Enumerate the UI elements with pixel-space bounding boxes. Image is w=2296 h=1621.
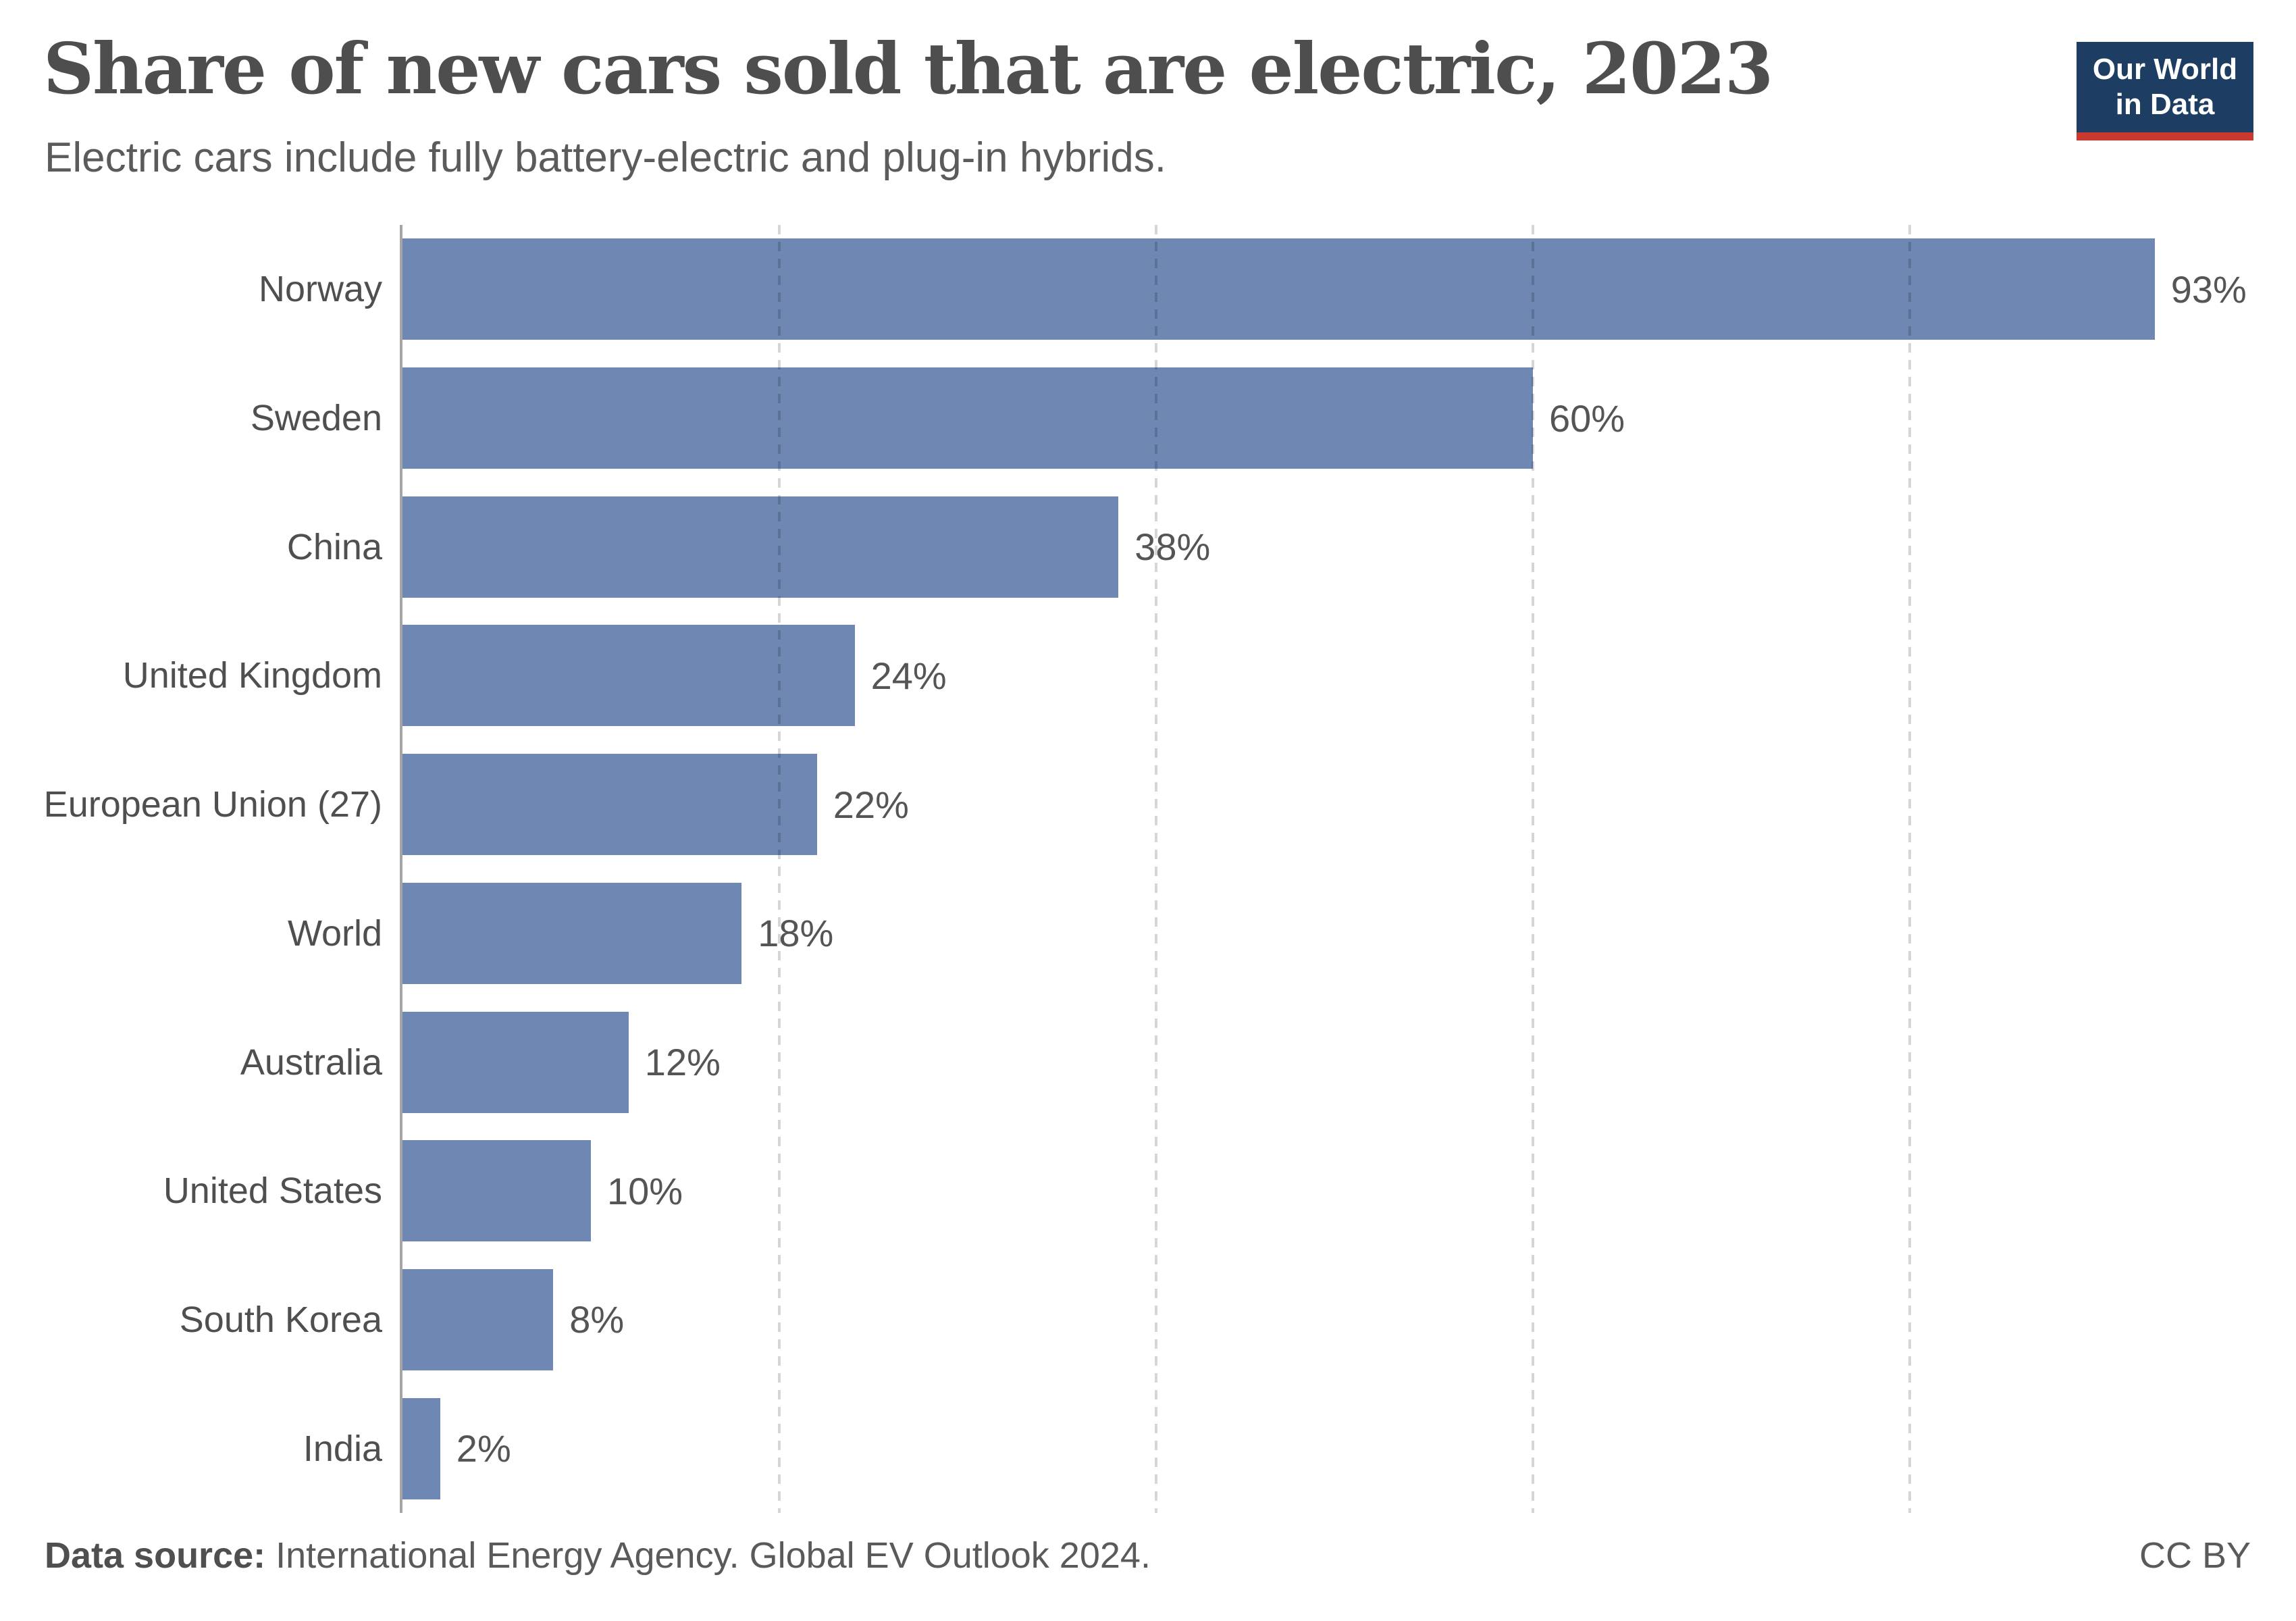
data-source-note: Data source: International Energy Agency… (45, 1535, 1151, 1576)
category-axis-labels: Norway Sweden China United Kingdom European … (0, 225, 382, 1513)
category-label-world: World (287, 912, 382, 954)
gridline-60pct (1532, 225, 1534, 1513)
bar-row-united-states: 10% (402, 1127, 2287, 1256)
gridline-20pct (778, 225, 781, 1513)
value-label-sweden: 60% (1549, 396, 1625, 440)
owid-logo-line1: Our World (2092, 53, 2238, 86)
bar-china[interactable] (402, 496, 1119, 598)
bar-row-sweden: 60% (402, 354, 2287, 483)
gridline-80pct (1908, 225, 1911, 1513)
bar-south-korea[interactable] (402, 1268, 554, 1370)
chart-subtitle: Electric cars include fully battery-elec… (45, 134, 1166, 181)
chart-footer: Data source: International Energy Agency… (45, 1535, 2251, 1576)
bar-european-union-27[interactable] (402, 754, 817, 856)
bar-row-united-kingdom: 24% (402, 611, 2287, 740)
bar-norway[interactable] (402, 238, 2155, 340)
owid-logo[interactable]: Our World in Data (2077, 42, 2253, 140)
category-label-united-states: United States (163, 1170, 382, 1212)
category-label-european-union-27: European Union (27) (43, 784, 382, 825)
bar-rows: 93% 60% 38% 24% 22% 18% 12% 10% 8% 2% (402, 225, 2287, 1513)
value-label-norway: 93% (2170, 267, 2247, 311)
data-source-label: Data source: (45, 1535, 266, 1576)
bar-row-india: 2% (402, 1384, 2287, 1513)
category-label-sweden: Sweden (250, 398, 382, 439)
bar-row-european-union-27: 22% (402, 740, 2287, 869)
category-label-australia: Australia (240, 1041, 382, 1083)
data-source-text: International Energy Agency. Global EV O… (265, 1535, 1151, 1576)
bar-row-south-korea: 8% (402, 1256, 2287, 1385)
category-label-china: China (286, 526, 382, 567)
bar-row-australia: 12% (402, 998, 2287, 1127)
bar-united-states[interactable] (402, 1140, 591, 1242)
value-label-european-union-27: 22% (833, 783, 909, 826)
bar-world[interactable] (402, 882, 742, 984)
plot-area: 93% 60% 38% 24% 22% 18% 12% 10% 8% 2% (400, 225, 2287, 1513)
owid-logo-line2: in Data (2115, 88, 2215, 121)
category-label-south-korea: South Korea (179, 1299, 382, 1340)
bar-united-kingdom[interactable] (402, 625, 855, 727)
category-label-india: India (303, 1428, 382, 1469)
bar-row-china: 38% (402, 482, 2287, 611)
value-label-south-korea: 8% (569, 1298, 625, 1341)
bar-row-world: 18% (402, 869, 2287, 998)
value-label-united-states: 10% (607, 1169, 683, 1212)
bar-sweden[interactable] (402, 367, 1533, 469)
license-link[interactable]: CC BY (2139, 1535, 2251, 1576)
value-label-world: 18% (758, 912, 834, 955)
bar-india[interactable] (402, 1397, 440, 1499)
category-label-united-kingdom: United Kingdom (122, 655, 382, 696)
bar-row-norway: 93% (402, 225, 2287, 354)
value-label-china: 38% (1134, 525, 1211, 569)
value-label-india: 2% (456, 1427, 511, 1470)
value-label-australia: 12% (644, 1041, 721, 1084)
gridline-40pct (1155, 225, 1157, 1513)
category-label-norway: Norway (258, 269, 382, 310)
bar-chart: Norway Sweden China United Kingdom European … (0, 225, 2296, 1513)
bar-australia[interactable] (402, 1011, 629, 1113)
y-axis-line (400, 225, 402, 1513)
chart-title: Share of new cars sold that are electric… (43, 27, 1773, 110)
value-label-united-kingdom: 24% (870, 654, 947, 697)
